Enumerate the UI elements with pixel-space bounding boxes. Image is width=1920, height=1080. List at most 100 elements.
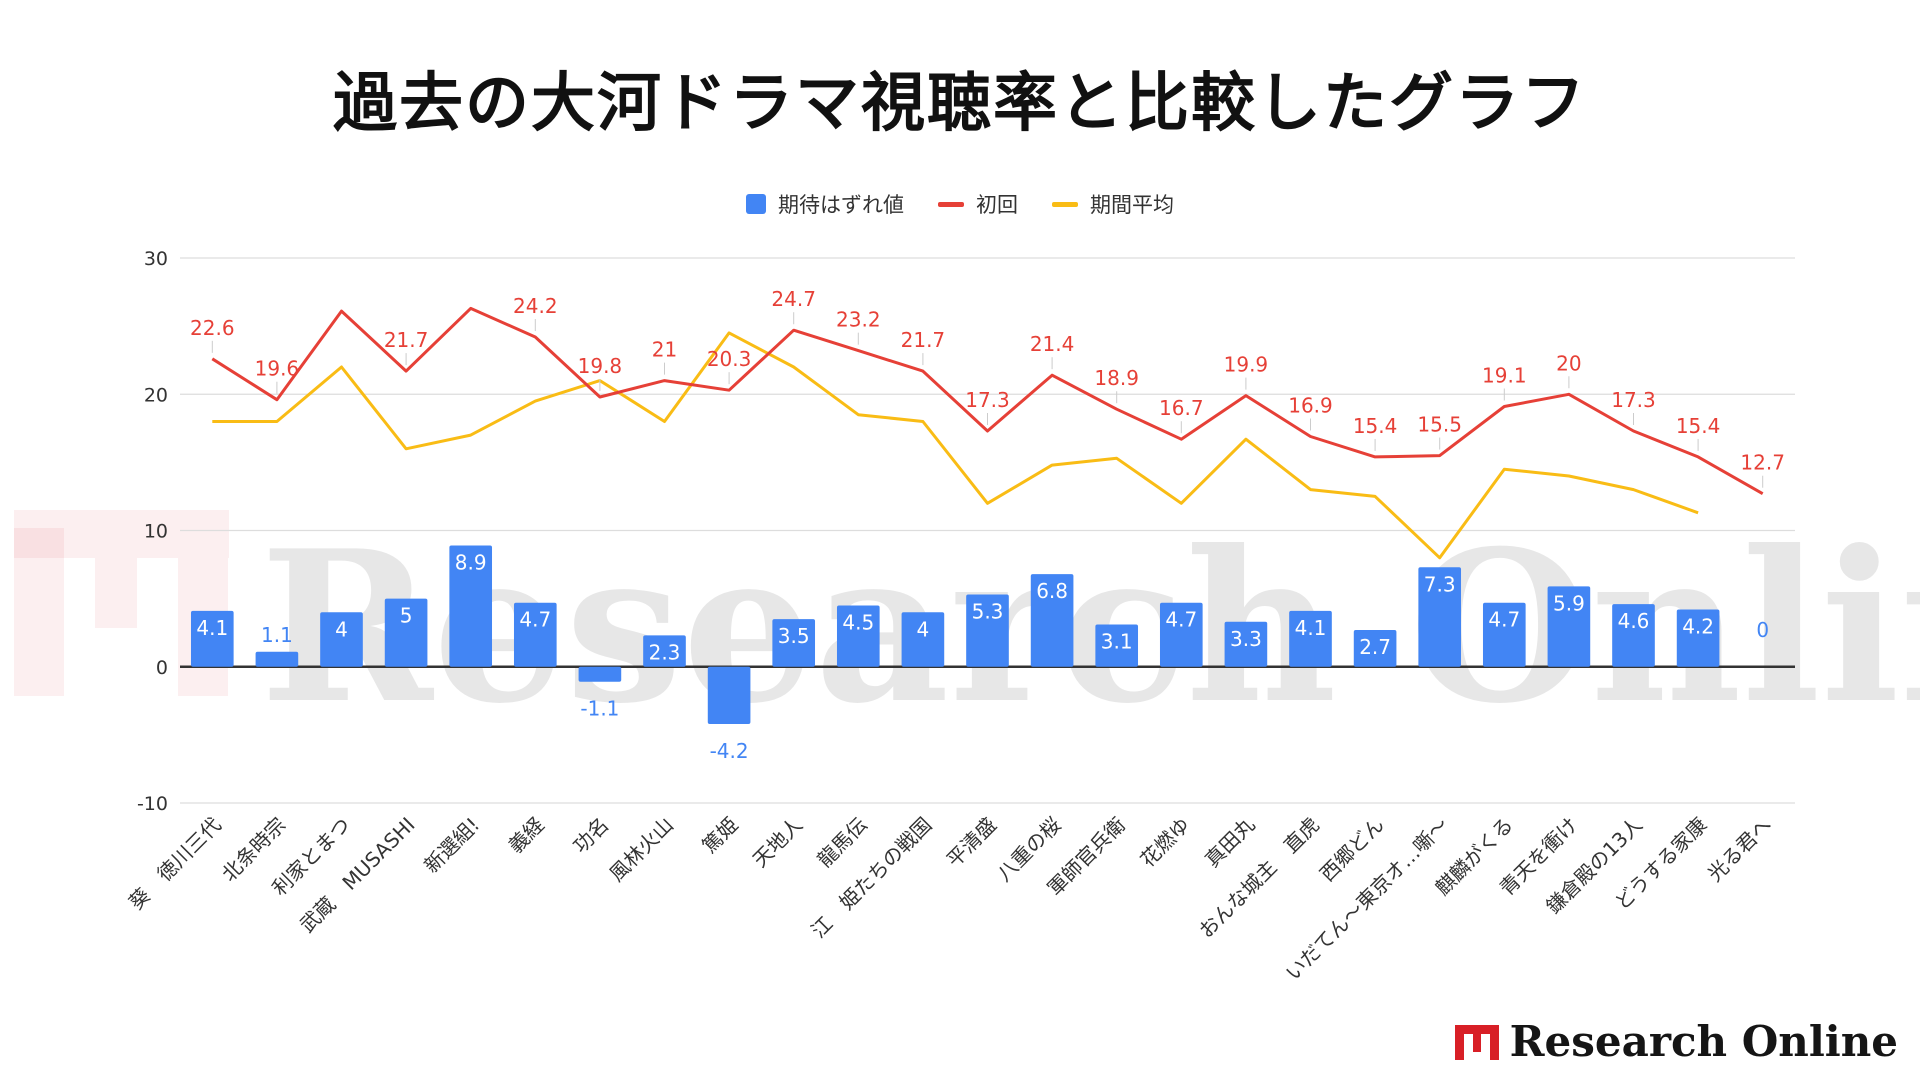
bar-data-label: 0 (1756, 618, 1769, 642)
bar (320, 612, 363, 667)
period-average-line (212, 331, 1699, 560)
legend-label-first-episode: 初回 (976, 193, 1018, 217)
bar-data-label: 2.7 (1359, 635, 1391, 659)
bar-data-label: 2.3 (649, 640, 681, 664)
first-episode-data-label: 18.9 (1094, 366, 1139, 390)
first-episode-data-label: 17.3 (1611, 388, 1656, 412)
bar-data-label: 5.9 (1553, 591, 1585, 615)
first-episode-data-label: 17.3 (965, 388, 1010, 412)
watermark-mark-icon (95, 558, 137, 628)
bar-data-label: 4.7 (1488, 608, 1520, 632)
first-episode-data-label: 19.9 (1224, 353, 1269, 377)
first-episode-data-label: 20.3 (707, 347, 752, 371)
brand-text: Research Online (1509, 1016, 1898, 1066)
bar (1676, 609, 1720, 667)
brand-logo: Research Online (1454, 1016, 1898, 1066)
first-episode-data-label: 19.1 (1482, 364, 1527, 388)
bar (643, 635, 686, 667)
first-episode-data-label: 23.2 (836, 308, 881, 332)
bar (1353, 629, 1397, 667)
x-tick-label: 篤姫 (697, 813, 742, 858)
bar-data-label: 1.1 (261, 623, 293, 647)
bar (1289, 610, 1332, 667)
x-tick-label: おんな城主 直虎 (1194, 813, 1324, 943)
first-episode-data-label: 16.7 (1159, 396, 1204, 420)
bar (1030, 574, 1074, 667)
legend-label-bar: 期待はずれ値 (778, 193, 904, 217)
bar (772, 619, 816, 667)
first-episode-data-label: 15.5 (1417, 413, 1462, 437)
bar (578, 666, 622, 682)
bar-data-label: 4.5 (842, 610, 874, 634)
legend-label-period-average: 期間平均 (1090, 193, 1174, 217)
bar (1418, 567, 1462, 667)
legend-item-first-episode: 初回 (938, 189, 1018, 219)
bar-data-label: 3.1 (1101, 630, 1133, 654)
legend-item-bar: 期待はずれ値 (746, 189, 904, 219)
y-tick-label: 30 (144, 248, 168, 270)
bar (707, 666, 751, 724)
first-episode-data-label: 21.4 (1030, 332, 1075, 356)
bar-data-label: 5.3 (972, 600, 1004, 624)
first-episode-data-label: 21.7 (384, 328, 429, 352)
first-episode-data-label: 21 (652, 338, 677, 362)
bar-data-label: -4.2 (710, 739, 749, 763)
first-episode-data-label: 12.7 (1740, 451, 1785, 475)
x-tick-label: 龍馬伝 (812, 813, 871, 872)
bar (1159, 602, 1203, 667)
x-tick-label: 功名 (568, 813, 613, 858)
first-episode-data-label: 16.9 (1288, 393, 1333, 417)
first-episode-data-label: 19.6 (255, 357, 300, 381)
first-episode-data-label: 24.2 (513, 294, 558, 318)
first-episode-data-label: 15.4 (1676, 414, 1721, 438)
first-episode-data-label: 24.7 (771, 287, 816, 311)
bar (1547, 586, 1591, 667)
bar-data-label: 8.9 (455, 550, 487, 574)
legend-item-period-average: 期間平均 (1052, 189, 1174, 219)
first-episode-data-label: 21.7 (901, 328, 946, 352)
bar-data-label: 4 (917, 617, 930, 641)
watermark-mark-icon (14, 528, 64, 696)
bar (1224, 621, 1268, 667)
watermark-text: Research Online (260, 506, 1920, 750)
first-episode-line (211, 306, 1764, 496)
legend-swatch-first-episode (938, 201, 964, 207)
bar-data-label: 5 (400, 604, 413, 628)
bar (513, 602, 557, 667)
x-tick-label: 花燃ゆ (1135, 813, 1194, 872)
bar-data-label: 4.7 (519, 608, 551, 632)
bar-data-label: 4 (335, 617, 348, 641)
legend-swatch-period-average (1052, 201, 1078, 207)
x-tick-label: 光る君へ (1703, 813, 1777, 887)
bar-data-label: 4.1 (196, 616, 228, 640)
y-tick-label: 20 (144, 384, 168, 406)
y-tick-label: 10 (144, 521, 168, 543)
brand-mark-icon (1454, 1025, 1499, 1060)
chart-legend: 期待はずれ値 初回 期間平均 (0, 188, 1920, 220)
bar (966, 594, 1009, 667)
bar-data-label: 4.2 (1682, 615, 1714, 639)
first-episode-data-label: 22.6 (190, 316, 235, 340)
x-tick-label: 風林火山 (604, 813, 678, 887)
bar-data-label: -1.1 (580, 697, 619, 721)
x-tick-label: 真田丸 (1200, 813, 1259, 872)
legend-swatch-bar (746, 194, 766, 214)
bar (836, 605, 880, 667)
first-episode-data-label: 15.4 (1353, 414, 1398, 438)
x-tick-label: 武蔵 MUSASHI (295, 813, 420, 938)
watermark-mark-icon (14, 510, 229, 558)
bar-data-label: 7.3 (1424, 572, 1456, 596)
x-tick-label: 江 姫たちの戦国 (806, 813, 936, 943)
bar (384, 598, 428, 667)
bar (190, 610, 234, 667)
bar-data-label: 4.7 (1165, 608, 1197, 632)
x-tick-label: 葵 徳川三代 (124, 813, 226, 915)
bar-data-label: 3.3 (1230, 627, 1262, 651)
y-tick-label: 0 (156, 657, 168, 679)
bar (1482, 602, 1526, 667)
bar (449, 545, 493, 667)
chart-title: 過去の大河ドラマ視聴率と比較したグラフ (333, 66, 1587, 141)
bar (901, 612, 945, 667)
first-episode-data-label: 20 (1556, 351, 1581, 375)
